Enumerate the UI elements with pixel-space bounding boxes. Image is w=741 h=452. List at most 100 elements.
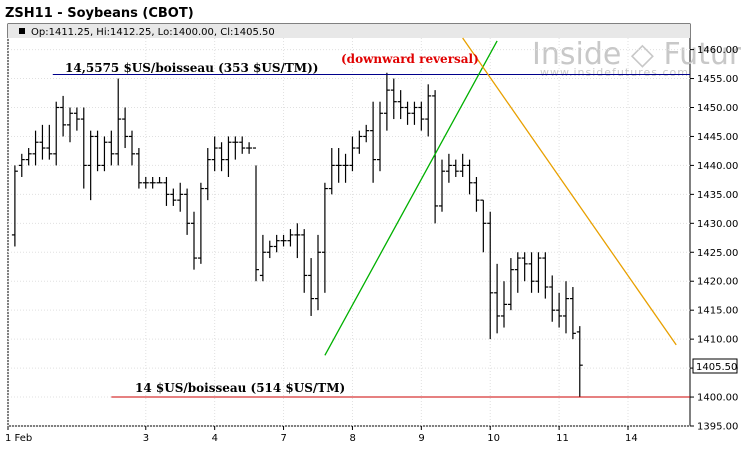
ohlc-bar: [197, 182, 204, 264]
ohlc-bar: [528, 252, 535, 293]
ohlc-bar: [321, 182, 328, 293]
y-tick-label: 1425.00: [697, 248, 738, 259]
ohlc-bar: [129, 130, 135, 166]
ohlc-bar: [452, 159, 459, 177]
upper-annotation: 14,5575 $US/boisseau (353 $US/TM)): [65, 61, 318, 75]
ohlc-bar: [149, 176, 156, 189]
x-tick-label: 4: [212, 433, 218, 444]
ohlc-strip: [8, 24, 690, 38]
ohlc-bar: [191, 211, 197, 270]
ohlc-bar: [404, 101, 411, 125]
ohlc-bar: [370, 101, 377, 183]
ohlc-bar: [67, 107, 73, 143]
ohlc-bar: [425, 84, 432, 137]
x-tick-label: 8: [349, 433, 355, 444]
ohlc-bar: [184, 188, 191, 235]
ohlc-bar: [163, 176, 170, 206]
ohlc-bar: [73, 107, 80, 131]
ohlc-bar: [246, 142, 253, 154]
ohlc-bar: [225, 136, 232, 177]
inside-futures-watermark: Inside ◇ Futures www.insidefutures.com: [532, 37, 741, 79]
ohlc-bar: [115, 78, 122, 166]
ohlc-bar: [142, 176, 149, 189]
ohlc-bar: [204, 148, 211, 201]
ohlc-bar: [542, 252, 549, 299]
ohlc-bar: [349, 136, 356, 172]
ohlc-bar: [459, 153, 466, 177]
ohlc-bar: [556, 292, 563, 328]
y-tick-label: 1450.00: [697, 103, 738, 114]
ohlc-bar: [32, 130, 39, 166]
y-tick-label: 1440.00: [697, 161, 738, 172]
ohlc-bar: [576, 326, 583, 398]
ohlc-bar: [46, 124, 53, 160]
ohlc-bar: [211, 136, 218, 172]
ohlc-bar: [94, 130, 101, 172]
y-tick-label: 1420.00: [697, 277, 738, 288]
ohlc-bar: [328, 148, 335, 195]
ohlc-bar: [259, 234, 266, 282]
y-axis: 1395.001400.001405.001410.001415.001420.…: [690, 45, 738, 433]
ohlc-bar: [439, 159, 445, 212]
ohlc-bar: [170, 188, 177, 206]
ohlc-bar: [266, 240, 273, 259]
last-price-box: [692, 358, 738, 374]
ohlc-bar: [60, 95, 67, 137]
y-tick-label: 1415.00: [697, 306, 738, 317]
y-tick-label: 1400.00: [697, 393, 738, 404]
ohlc-bar: [301, 229, 308, 293]
ohlc-bar: [383, 72, 390, 131]
y-tick-label: 1435.00: [697, 190, 738, 201]
ohlc-bar: [156, 176, 163, 184]
ohlc-bar: [514, 252, 521, 293]
last-price-label: 1405.50: [696, 362, 737, 373]
ohlc-square-icon: [19, 28, 25, 34]
ohlc-bar: [135, 148, 142, 189]
plot-frame: [7, 23, 691, 427]
downtrend-line: [462, 37, 677, 346]
ohlc-bar: [549, 275, 556, 322]
x-tick-label: 11: [556, 433, 569, 444]
ohlc-bar: [411, 101, 418, 125]
ohlc-bar: [494, 263, 501, 334]
ohlc-bar: [466, 159, 473, 195]
ohlc-bar: [487, 211, 494, 340]
ohlc-bar: [294, 223, 301, 259]
ohlc-bar: [253, 147, 259, 282]
ohlc-bar: [53, 101, 60, 166]
ohlc-bar: [535, 252, 542, 293]
ohlc-bar: [232, 136, 239, 160]
ohlc-bar: [308, 258, 315, 316]
x-tick-label: 3: [143, 433, 149, 444]
y-tick-label: 1455.00: [697, 74, 738, 85]
ohlc-bar: [418, 101, 425, 131]
ohlc-bar: [39, 124, 46, 160]
x-axis: 1 Feb 3 4 7 8 9 10 11 14: [5, 426, 638, 444]
ohlc-bar: [335, 148, 342, 183]
ohlc-bar: [80, 107, 87, 189]
y-tick-label: 1395.00: [697, 422, 738, 433]
last-price-tag: 1405.50: [692, 358, 738, 374]
ohlc-bar: [507, 258, 514, 311]
ohlc-bar: [108, 130, 115, 166]
ohlc-bar: [273, 234, 280, 253]
ohlc-bar: [521, 252, 528, 282]
y-tick-label: 1410.00: [697, 335, 738, 346]
watermark-url: www.insidefutures.com: [540, 66, 689, 79]
x-tick-label: 9: [418, 433, 424, 444]
ohlc-bar: [101, 136, 108, 172]
y-tick-label: 1460.00: [697, 45, 738, 56]
ohlc-bar: [287, 229, 294, 247]
y-tick-label: 1430.00: [697, 219, 738, 230]
ohlc-bar: [363, 124, 370, 143]
ohlc-bar: [377, 101, 383, 172]
ohlc-bar: [239, 136, 246, 154]
ohlc-bar: [11, 165, 18, 247]
ohlc-bar: [480, 199, 487, 253]
ohlc-bar: [25, 148, 32, 166]
x-tick-label: 7: [281, 433, 287, 444]
x-tick-label: 1 Feb: [5, 433, 32, 444]
ohlc-bar: [501, 281, 507, 328]
reversal-annotation: (downward reversal): [341, 52, 479, 66]
